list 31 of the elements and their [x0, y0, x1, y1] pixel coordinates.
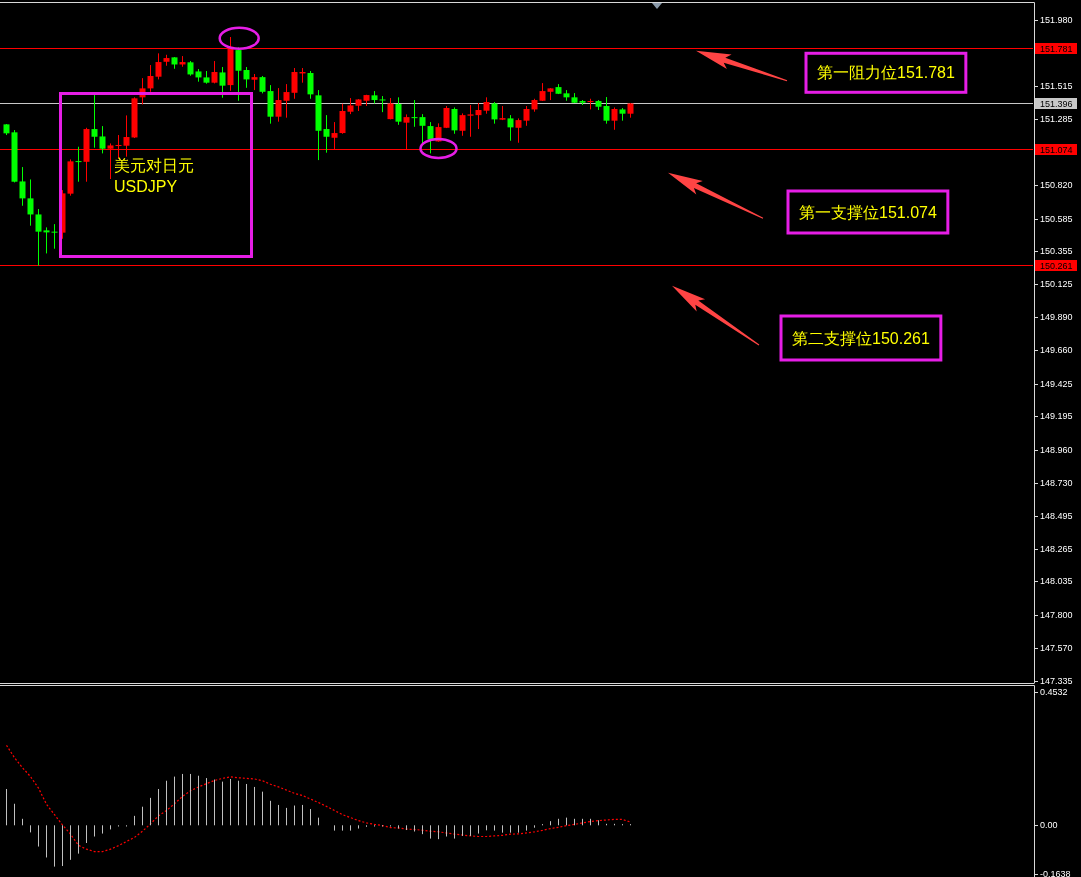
ref-line-label: 151.074	[1040, 144, 1073, 155]
annotation: 美元对日元	[114, 157, 194, 174]
y-tick-label: 150.820	[1040, 180, 1073, 191]
annotation: 第一支撑位151.074	[799, 203, 937, 221]
annotation: 第二支撑位150.261	[792, 329, 930, 347]
y-tick-label: 0.4532	[1040, 686, 1068, 697]
y-tick-label: 149.890	[1040, 312, 1073, 323]
y-tick-label: 150.355	[1040, 246, 1073, 257]
y-tick-label: 0.00	[1040, 820, 1058, 831]
ref-line-label: 150.261	[1040, 260, 1073, 271]
y-tick-label: 149.660	[1040, 345, 1073, 356]
y-tick-label: 151.980	[1040, 15, 1073, 26]
y-tick-label: 147.335	[1040, 676, 1073, 686]
y-tick-label: 148.730	[1040, 477, 1073, 488]
ref-line-label: 151.396	[1040, 98, 1073, 109]
y-tick-label: 151.285	[1040, 113, 1073, 124]
y-tick-label: 148.495	[1040, 510, 1073, 521]
y-tick-label: 150.125	[1040, 279, 1073, 290]
y-tick-label: 148.960	[1040, 444, 1073, 455]
y-tick-label: 150.585	[1040, 213, 1073, 224]
y-tick-label: 147.570	[1040, 642, 1073, 653]
y-tick-label: 148.265	[1040, 543, 1073, 554]
y-tick-label: 148.035	[1040, 576, 1073, 587]
y-tick-label: 151.515	[1040, 81, 1073, 92]
y-tick-label: -0.1638	[1040, 868, 1071, 877]
y-tick-label: 147.800	[1040, 609, 1073, 620]
ref-line-label: 151.781	[1040, 43, 1073, 54]
annotation: 第一阻力位151.781	[817, 64, 955, 82]
annotation: USDJPY	[114, 178, 178, 195]
y-tick-label: 149.195	[1040, 411, 1073, 422]
y-tick-label: 149.425	[1040, 378, 1073, 389]
